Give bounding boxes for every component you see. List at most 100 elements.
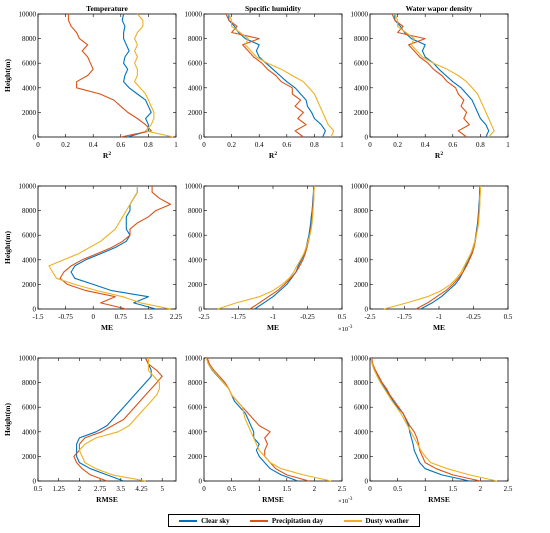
axes-box bbox=[203, 13, 343, 138]
y-tick-label: 6000 bbox=[354, 232, 369, 240]
y-axis-label: Height(m) bbox=[3, 231, 12, 264]
y-tick-label: 10000 bbox=[19, 183, 37, 191]
x-tick-label: 1.5 bbox=[144, 313, 153, 321]
chart-title: Temperature bbox=[86, 4, 128, 13]
x-tick-label: -0.25 bbox=[300, 313, 315, 321]
x-tick-label: 0.2 bbox=[227, 141, 236, 149]
series-line-clear bbox=[206, 357, 298, 482]
x-axis-label-superscript: 2 bbox=[274, 151, 277, 157]
x-axis-label-superscript: 2 bbox=[440, 151, 443, 157]
x-tick-label: 0.5 bbox=[393, 485, 402, 493]
x-tick-label: 0 bbox=[202, 141, 206, 149]
series-line-precip bbox=[391, 13, 470, 138]
y-tick-label: 10000 bbox=[19, 11, 37, 19]
y-tick-label: 2000 bbox=[22, 281, 37, 289]
y-tick-label: 8000 bbox=[22, 379, 37, 387]
y-tick-label: 6000 bbox=[188, 404, 203, 412]
y-tick-label: 10000 bbox=[351, 11, 369, 19]
series-line-dusty bbox=[134, 13, 174, 138]
y-tick-label: 6000 bbox=[354, 404, 369, 412]
y-tick-label: 8000 bbox=[354, 207, 369, 215]
legend-label: Dusty weather bbox=[365, 516, 409, 525]
chart-panel-9: 0 0.5 1 1.5 2 2.5 0 2000 4000 6000 8000 10000 RMSE bbox=[351, 355, 513, 505]
legend-item-precipitation-day: Precipitation day bbox=[249, 517, 323, 525]
x-tick-label: -1.75 bbox=[231, 313, 246, 321]
x-tick-label: -1 bbox=[270, 313, 276, 321]
y-tick-label: 8000 bbox=[188, 207, 203, 215]
y-tick-label: 2000 bbox=[22, 109, 37, 117]
y-axis-label: Height(m) bbox=[3, 59, 12, 92]
y-tick-label: 10000 bbox=[185, 11, 203, 19]
x-axis-label-superscript: 2 bbox=[108, 151, 111, 157]
y-tick-label: 2000 bbox=[188, 109, 203, 117]
series-line-precip bbox=[249, 185, 315, 310]
legend-label: Clear sky bbox=[201, 516, 230, 525]
x-axis-label: ME bbox=[101, 323, 113, 332]
y-tick-label: 0 bbox=[365, 306, 369, 314]
x-tick-label: 2 bbox=[479, 485, 483, 493]
x-tick-label: 0.8 bbox=[144, 141, 153, 149]
x-tick-label: 0 bbox=[368, 141, 372, 149]
legend-item-clear-sky: Clear sky bbox=[179, 516, 230, 525]
x-axis-exponent: ×10-3 bbox=[338, 325, 353, 333]
series-line-precip bbox=[59, 186, 172, 310]
x-tick-label: 2.25 bbox=[170, 313, 183, 321]
axes-box bbox=[369, 13, 509, 138]
x-tick-label: 0.6 bbox=[448, 141, 457, 149]
x-tick-label: 1.5 bbox=[448, 485, 457, 493]
y-tick-label: 0 bbox=[33, 306, 37, 314]
x-tick-label: 1 bbox=[340, 141, 344, 149]
series-line-precip bbox=[371, 357, 481, 482]
y-tick-label: 8000 bbox=[22, 35, 37, 43]
x-tick-label: 0 bbox=[36, 141, 40, 149]
x-tick-label: 0.2 bbox=[393, 141, 402, 149]
series-line-clear bbox=[228, 14, 326, 138]
series-line-dusty bbox=[48, 186, 171, 310]
y-tick-label: 0 bbox=[199, 306, 203, 314]
y-tick-label: 2000 bbox=[188, 453, 203, 461]
y-tick-label: 4000 bbox=[188, 84, 203, 92]
y-tick-label: 8000 bbox=[22, 207, 37, 215]
x-tick-label: -2.5 bbox=[364, 313, 376, 321]
chart-title: Specific humidity bbox=[245, 4, 301, 13]
y-tick-label: 2000 bbox=[354, 453, 369, 461]
x-tick-label: -1.75 bbox=[397, 313, 412, 321]
series-line-precip bbox=[206, 357, 310, 482]
x-tick-label: 0.6 bbox=[282, 141, 291, 149]
x-tick-label: 0 bbox=[202, 485, 206, 493]
x-tick-label: 1 bbox=[174, 141, 178, 149]
y-tick-label: 4000 bbox=[22, 428, 37, 436]
x-tick-label: 0.5 bbox=[338, 313, 347, 321]
x-axis-label: ME bbox=[267, 323, 279, 332]
x-tick-label: 1.25 bbox=[53, 485, 66, 493]
chart-panel-3: 0 0.2 0.4 0.6 0.8 1 0 2000 4000 6000 8000 10000 Wate… bbox=[351, 4, 511, 160]
y-tick-label: 8000 bbox=[354, 35, 369, 43]
chart-panel-1: 0 0.2 0.4 0.6 0.8 1 0 2000 4000 6000 8000 10000 Temp… bbox=[3, 4, 178, 160]
x-axis-exponent: ×10-3 bbox=[338, 497, 353, 505]
series-line-dusty bbox=[228, 13, 335, 138]
x-tick-label: 2 bbox=[78, 485, 82, 493]
axes-box bbox=[37, 13, 177, 138]
x-axis-exponent-power: -3 bbox=[348, 325, 353, 330]
y-tick-label: 0 bbox=[199, 478, 203, 486]
y-tick-label: 2000 bbox=[354, 281, 369, 289]
series-line-dusty bbox=[370, 357, 498, 482]
x-tick-label: 0.2 bbox=[61, 141, 70, 149]
y-tick-label: 4000 bbox=[354, 256, 369, 264]
y-tick-label: 0 bbox=[365, 478, 369, 486]
y-tick-label: 10000 bbox=[351, 355, 369, 363]
y-tick-label: 6000 bbox=[22, 232, 37, 240]
x-tick-label: 3.5 bbox=[116, 485, 125, 493]
x-tick-label: 1 bbox=[257, 485, 261, 493]
series-line-dusty bbox=[394, 13, 495, 138]
x-tick-label: 0 bbox=[368, 485, 372, 493]
series-line-clear bbox=[121, 13, 152, 138]
x-tick-label: 1 bbox=[423, 485, 427, 493]
chart-panel-5: -2.5 -1.75 -1 -0.25 0.5 0 2000 4000 6000 8000 1000… bbox=[185, 183, 353, 334]
x-tick-label: 0.4 bbox=[421, 141, 430, 149]
legend-swatch-precipitation-day bbox=[249, 519, 268, 522]
chart-panel-7: 0.5 1.25 2 2.75 3.5 4.25 5 0 2000 4000 6000 8000 100… bbox=[3, 355, 177, 504]
chart-panel-8: 0 0.5 1 1.5 2 2.5 0 2000 4000 6000 8000 10000 RMSE ×1… bbox=[185, 355, 353, 506]
x-tick-label: 0.75 bbox=[115, 313, 128, 321]
